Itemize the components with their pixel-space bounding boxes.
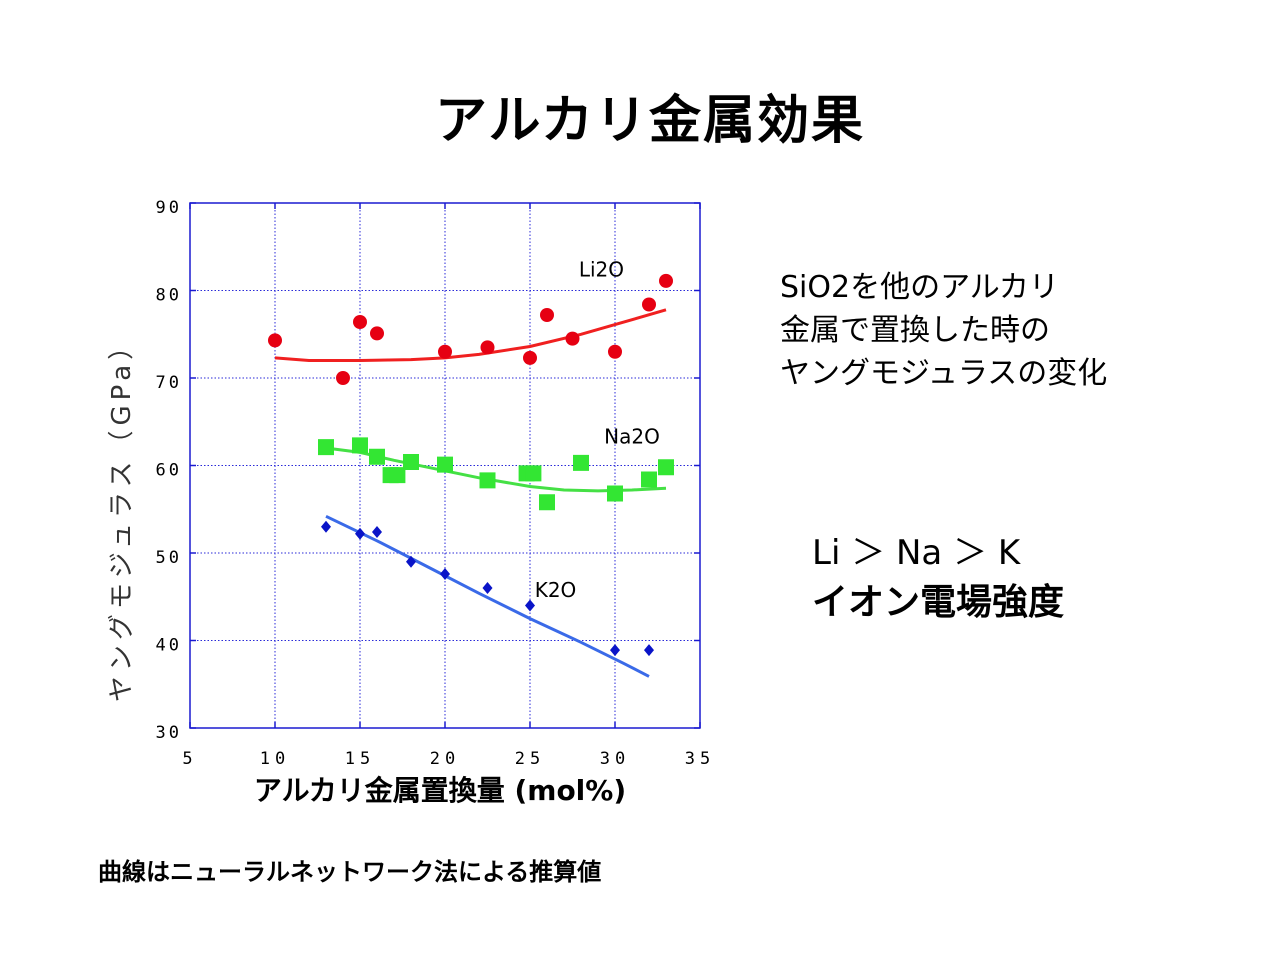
li2o-data-point bbox=[642, 297, 656, 312]
description-line-2: 金属で置換した時の bbox=[780, 313, 1050, 348]
k2o-data-point bbox=[321, 520, 331, 533]
ionic-field-note: Li ＞ Na ＞ K イオン電場強度 bbox=[812, 528, 1064, 628]
ionic-field-strength-label: イオン電場強度 bbox=[812, 582, 1065, 623]
x-tick-label: 30 bbox=[600, 749, 630, 769]
li2o-data-point bbox=[480, 340, 495, 355]
y-tick-label: 30 bbox=[156, 723, 182, 743]
na2o-data-point bbox=[389, 467, 406, 484]
na2o-data-point bbox=[658, 459, 674, 476]
footnote: 曲線はニューラルネットワーク法による推算値 bbox=[98, 858, 602, 886]
k2o-data-point bbox=[525, 599, 535, 612]
li2o-data-point bbox=[565, 331, 580, 346]
x-tick-label: 35 bbox=[685, 749, 715, 769]
k2o-fit-curve bbox=[325, 514, 650, 678]
na2o-data-point bbox=[641, 471, 657, 488]
li2o-data-point bbox=[268, 333, 282, 348]
k2o-data-point bbox=[372, 526, 382, 538]
na2o-data-point bbox=[607, 485, 623, 502]
young-modulus-chart: 5 10 15 20 25 30 35 30 40 50 60 70 80 90 アルカリ金属置換量 (mo… bbox=[107, 198, 715, 807]
y-tick-label: 90 bbox=[156, 198, 182, 218]
na2o-data-point bbox=[479, 472, 496, 489]
y-tick-label: 60 bbox=[156, 461, 182, 481]
y-tick-label: 50 bbox=[156, 548, 182, 568]
li2o-fit-curve bbox=[274, 308, 667, 362]
x-tick-label: 10 bbox=[260, 749, 290, 769]
li2o-data-point bbox=[353, 315, 367, 329]
li2o-data-point bbox=[523, 350, 537, 365]
li2o-data-point bbox=[608, 344, 622, 359]
alkali-order: Li ＞ Na ＞ K bbox=[812, 533, 1021, 573]
li2o-data-point bbox=[336, 371, 350, 385]
li2o-data-point bbox=[370, 326, 384, 341]
k2o-data-point bbox=[610, 644, 620, 657]
li2o-series-label: Li2O bbox=[579, 258, 624, 282]
na2o-data-point bbox=[403, 454, 419, 470]
na2o-data-point bbox=[539, 494, 555, 511]
k2o-data-point bbox=[482, 582, 493, 594]
x-tick-label: 15 bbox=[345, 749, 375, 769]
k2o-data-point bbox=[355, 527, 365, 540]
y-tick-label: 80 bbox=[156, 286, 182, 306]
na2o-series-label: Na2O bbox=[604, 425, 660, 449]
k2o-data-point bbox=[406, 555, 416, 568]
na2o-data-point bbox=[525, 465, 542, 482]
na2o-data-point bbox=[437, 456, 453, 473]
k2o-series-label: K2O bbox=[535, 578, 577, 602]
x-tick-label: 20 bbox=[430, 749, 460, 769]
y-tick-label: 70 bbox=[156, 373, 182, 393]
na2o-data-point bbox=[352, 437, 368, 454]
description-line-3: ヤングモジュラスの変化 bbox=[780, 356, 1108, 391]
x-tick-label: 25 bbox=[515, 749, 545, 769]
na2o-data-point bbox=[573, 454, 589, 471]
li2o-data-point bbox=[438, 344, 452, 359]
li2o-data-point bbox=[659, 273, 673, 288]
na2o-data-point bbox=[318, 439, 334, 456]
y-axis-title: ヤングモジュラス（GPa） bbox=[107, 329, 137, 702]
x-axis-title: アルカリ金属置換量 (mol%) bbox=[254, 774, 626, 807]
slide-title: アルカリ金属効果 bbox=[435, 91, 865, 151]
na2o-data-point bbox=[369, 448, 385, 465]
y-tick-label: 40 bbox=[156, 636, 182, 656]
k2o-data-point bbox=[644, 644, 654, 657]
li2o-data-point bbox=[540, 308, 554, 322]
description-line-1: SiO2を他のアルカリ bbox=[780, 270, 1059, 305]
description-text: SiO2を他のアルカリ 金属で置換した時の ヤングモジュラスの変化 bbox=[780, 266, 1107, 395]
x-tick-label: 5 bbox=[182, 749, 197, 769]
k2o-data-point bbox=[440, 568, 450, 580]
